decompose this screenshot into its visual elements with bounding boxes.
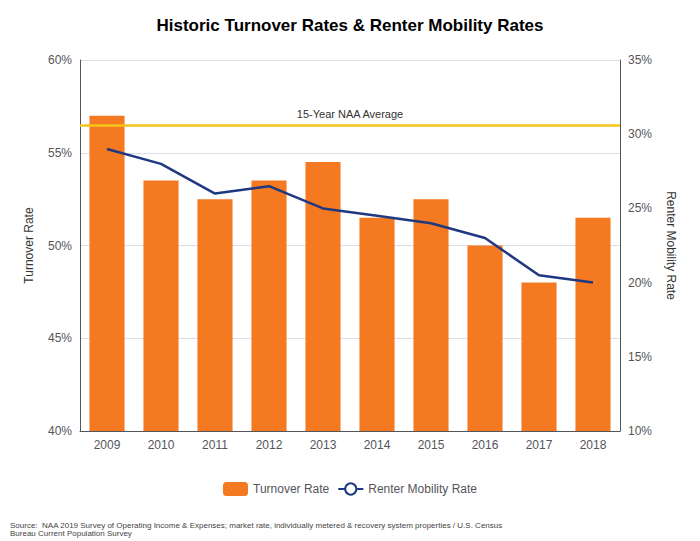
svg-text:2018: 2018 [580, 438, 607, 452]
svg-text:35%: 35% [628, 53, 652, 67]
svg-text:2011: 2011 [202, 438, 228, 452]
svg-text:45%: 45% [48, 331, 72, 345]
svg-text:2017: 2017 [526, 438, 553, 452]
svg-text:2014: 2014 [364, 438, 391, 452]
svg-text:Bureau Current Population Surv: Bureau Current Population Survey [10, 529, 132, 538]
svg-text:Historic Turnover Rates & Rent: Historic Turnover Rates & Renter Mobilit… [157, 16, 544, 35]
svg-text:2012: 2012 [256, 438, 283, 452]
svg-text:2009: 2009 [94, 438, 121, 452]
svg-text:50%: 50% [48, 239, 72, 253]
svg-text:Renter Mobility Rate: Renter Mobility Rate [368, 482, 477, 496]
svg-text:Turnover Rate: Turnover Rate [22, 207, 36, 284]
svg-text:20%: 20% [628, 276, 652, 290]
svg-text:15-Year NAA Average: 15-Year NAA Average [297, 108, 403, 120]
svg-text:2016: 2016 [472, 438, 499, 452]
svg-text:30%: 30% [628, 127, 652, 141]
svg-text:60%: 60% [48, 53, 72, 67]
svg-text:2015: 2015 [418, 438, 445, 452]
svg-text:Renter Mobility Rate: Renter Mobility Rate [664, 191, 678, 300]
svg-text:15%: 15% [628, 350, 652, 364]
svg-text:Source: NAA 2019 Survey of Ope: Source: NAA 2019 Survey of Operating Inc… [10, 520, 503, 530]
svg-text:2010: 2010 [148, 438, 175, 452]
svg-text:10%: 10% [628, 424, 652, 438]
svg-text:40%: 40% [48, 424, 72, 438]
svg-text:2013: 2013 [310, 438, 337, 452]
svg-text:25%: 25% [628, 201, 652, 215]
svg-text:Turnover Rate: Turnover Rate [253, 482, 330, 496]
svg-text:55%: 55% [48, 146, 72, 160]
